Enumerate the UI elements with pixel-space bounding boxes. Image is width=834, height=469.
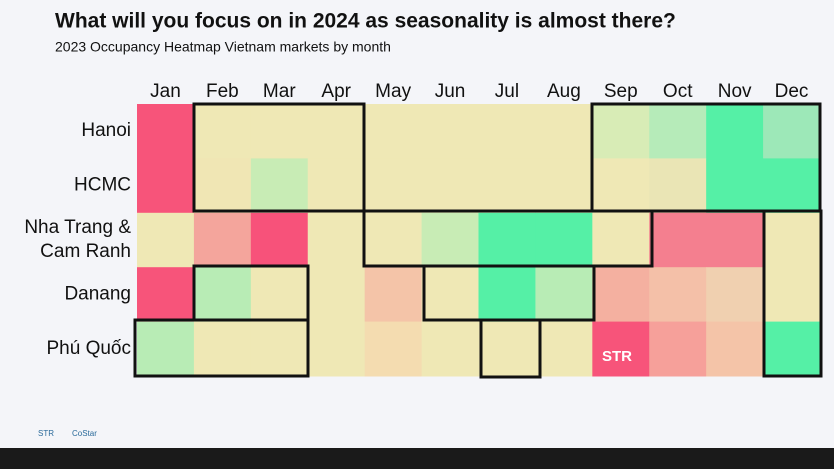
y-tick-label: Nha Trang & [24, 217, 131, 238]
y-tick-label: Danang [64, 283, 131, 304]
heat-cell [706, 104, 764, 159]
heat-cell [592, 104, 650, 159]
heat-cell [193, 104, 252, 159]
footer-logo: CoStar [72, 429, 97, 438]
heat-cell [592, 212, 650, 268]
heat-cell [592, 158, 650, 214]
x-tick-label: Dec [775, 81, 809, 102]
heat-cell [535, 104, 593, 159]
heat-cell [592, 267, 650, 323]
x-tick-label: Jan [150, 81, 181, 102]
heat-cell [478, 321, 536, 377]
heat-cell [706, 158, 764, 214]
heat-cell [763, 321, 821, 377]
heat-cell [421, 321, 479, 377]
heat-cell [535, 158, 593, 214]
x-tick-label: Mar [263, 81, 296, 102]
highlight-box [192, 102, 366, 213]
heat-cell [137, 267, 195, 323]
heat-cell [763, 267, 821, 323]
heat-cell [649, 158, 707, 214]
heat-cell [535, 212, 593, 268]
heat-cell [535, 267, 593, 323]
highlight-box [762, 209, 823, 378]
highlight-boxes [133, 102, 823, 379]
heat-cell [649, 212, 707, 268]
chart-title: What will you focus on in 2024 as season… [55, 10, 676, 33]
heat-cell [137, 104, 195, 159]
heat-cell [137, 321, 195, 377]
y-tick-label: Hanoi [81, 120, 131, 141]
heat-cell [250, 267, 309, 323]
heat-cell [307, 212, 366, 268]
chart-subtitle: 2023 Occupancy Heatmap Vietnam markets b… [55, 39, 391, 55]
heat-cell [307, 267, 366, 323]
heat-cell [478, 158, 536, 214]
heat-cell [649, 321, 707, 377]
x-tick-label: Apr [321, 81, 351, 102]
x-tick-label: Sep [604, 81, 638, 102]
x-tick-label: Aug [547, 81, 581, 102]
heat-cell [763, 212, 821, 268]
footer-logo: STR [38, 429, 54, 438]
heat-cell [364, 212, 423, 268]
heat-cell [364, 321, 423, 377]
heat-cell [421, 212, 479, 268]
heat-cell [706, 267, 764, 323]
heat-cell [250, 321, 309, 377]
heat-cell [307, 321, 366, 377]
y-tick-label: Phú Quốc [47, 338, 132, 359]
x-tick-label: Feb [206, 81, 239, 102]
x-tick-label: May [375, 81, 411, 102]
heat-cell [649, 104, 707, 159]
watermark: STR [602, 348, 632, 365]
heat-cell [763, 158, 821, 214]
heat-cell [763, 104, 821, 159]
heat-cell [250, 212, 309, 268]
x-tick-label: Oct [663, 81, 693, 102]
heat-cell [250, 158, 309, 214]
y-tick-label: HCMC [74, 175, 131, 196]
heatmap [137, 104, 821, 377]
highlight-box [479, 318, 542, 379]
x-tick-label: Jul [495, 81, 519, 102]
heat-cell [137, 212, 195, 268]
heat-cell [706, 212, 764, 268]
highlight-box [590, 102, 822, 213]
heat-cell [478, 267, 536, 323]
heat-cell [137, 158, 195, 214]
x-tick-label: Nov [718, 81, 752, 102]
heat-cell [193, 321, 252, 377]
heat-cell [193, 267, 252, 323]
heat-cell [364, 158, 423, 214]
highlight-box [133, 318, 310, 378]
heat-cell [421, 104, 479, 159]
heat-cell [250, 104, 309, 159]
heat-cell [421, 267, 479, 323]
x-tick-label: Jun [435, 81, 466, 102]
heat-cell [421, 158, 479, 214]
heat-cell [478, 212, 536, 268]
heat-cell [478, 104, 536, 159]
heat-cell [364, 267, 423, 323]
heat-cell [706, 321, 764, 377]
heat-cell [592, 321, 650, 377]
heat-cell [193, 212, 252, 268]
heat-cell [307, 104, 366, 159]
heat-cell [649, 267, 707, 323]
heat-cell [364, 104, 423, 159]
heat-cell [535, 321, 593, 377]
heat-cell [307, 158, 366, 214]
heat-cell [193, 158, 252, 214]
y-tick-label: Cam Ranh [40, 241, 131, 262]
